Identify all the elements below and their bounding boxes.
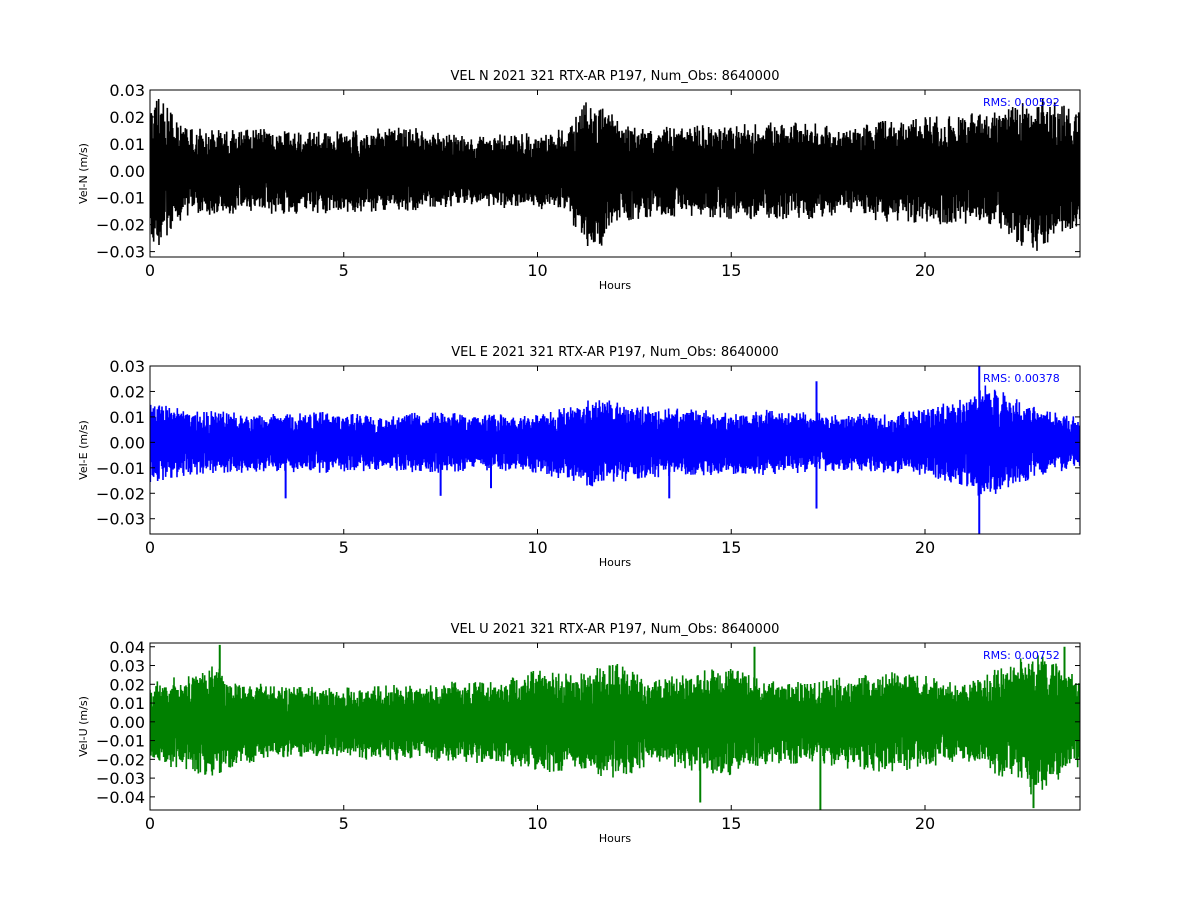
panel-2: 0 5 10 15 200.040.030.020.010.00−0.01−0.02−0… (77, 622, 1081, 845)
y-tick-label: 0.01 (109, 135, 145, 154)
y-tick-label: 0.03 (109, 81, 145, 100)
x-tick-label: 5 (339, 261, 349, 280)
x-tick-label: 20 (915, 814, 935, 833)
y-tick-label: −0.03 (96, 769, 145, 788)
y-tick-label: −0.01 (96, 732, 145, 751)
panel-1: 0 5 10 15 20 0.03 0.02 0.01 0.00 −0.01 −0.02 −0.03 V… (77, 345, 1081, 569)
x-tick-label: 20 (915, 538, 935, 557)
signal-line (150, 385, 1080, 496)
chart-title: VEL U 2021 321 RTX-AR P197, Num_Obs: 864… (451, 622, 780, 637)
x-tick-label: 5 (339, 814, 349, 833)
y-tick-label: −0.01 (96, 189, 145, 208)
y-axis-label: Vel-U (m/s) (77, 696, 90, 757)
y-tick-label: −0.01 (96, 459, 145, 478)
plot-frame (149, 365, 1081, 535)
y-tick-label: 0.03 (109, 357, 145, 376)
panel-0: 0 5 10 15 20 0.03 0.02 0.01 0.00 −0.01 −0.02 −0.03 V… (77, 69, 1081, 292)
y-tick-label: 0.02 (109, 382, 145, 401)
x-tick-label: 5 (339, 538, 349, 557)
x-tick-label: 10 (527, 814, 547, 833)
y-tick-label: 0.01 (109, 694, 145, 713)
y-tick-label: 0.04 (109, 638, 145, 657)
y-axis-label: Vel-N (m/s) (77, 143, 90, 204)
plot-frame (149, 89, 1081, 258)
signal-line (150, 655, 1080, 795)
y-tick-label: −0.02 (96, 750, 145, 769)
y-axis-label: Vel-E (m/s) (77, 420, 90, 480)
y-tick-label: −0.03 (96, 243, 145, 262)
x-tick-label: 15 (721, 261, 741, 280)
x-tick-label: 10 (527, 261, 547, 280)
x-tick-label: 15 (721, 814, 741, 833)
x-axis-label: Hours (599, 556, 631, 569)
y-tick-label: −0.03 (96, 510, 145, 529)
plot-frame (149, 642, 1081, 811)
x-tick-label: 15 (721, 538, 741, 557)
rms-label: RMS: 0.00378 (983, 372, 1060, 385)
y-tick-label: −0.02 (96, 216, 145, 235)
y-tick-label: 0.01 (109, 408, 145, 427)
x-tick-label: 10 (527, 538, 547, 557)
y-tick-label: 0.00 (109, 162, 145, 181)
rms-label: RMS: 0.00752 (983, 649, 1060, 662)
y-tick-label: 0.03 (109, 657, 145, 676)
y-tick-label: −0.02 (96, 484, 145, 503)
signal-line (150, 99, 1080, 251)
y-tick-label: 0.02 (109, 108, 145, 127)
x-tick-label: 0 (145, 814, 155, 833)
x-axis-label: Hours (599, 832, 631, 845)
rms-label: RMS: 0.00592 (983, 96, 1060, 109)
y-tick-label: 0.02 (109, 675, 145, 694)
y-tick-label: 0.00 (109, 713, 145, 732)
x-tick-label: 0 (145, 538, 155, 557)
chart-title: VEL E 2021 321 RTX-AR P197, Num_Obs: 864… (451, 345, 778, 360)
y-tick-label: −0.04 (96, 788, 145, 807)
y-tick-label: 0.00 (109, 433, 145, 452)
x-axis-label: Hours (599, 279, 631, 292)
x-tick-label: 0 (145, 261, 155, 280)
x-tick-label: 20 (915, 261, 935, 280)
chart-title: VEL N 2021 321 RTX-AR P197, Num_Obs: 864… (451, 69, 780, 84)
